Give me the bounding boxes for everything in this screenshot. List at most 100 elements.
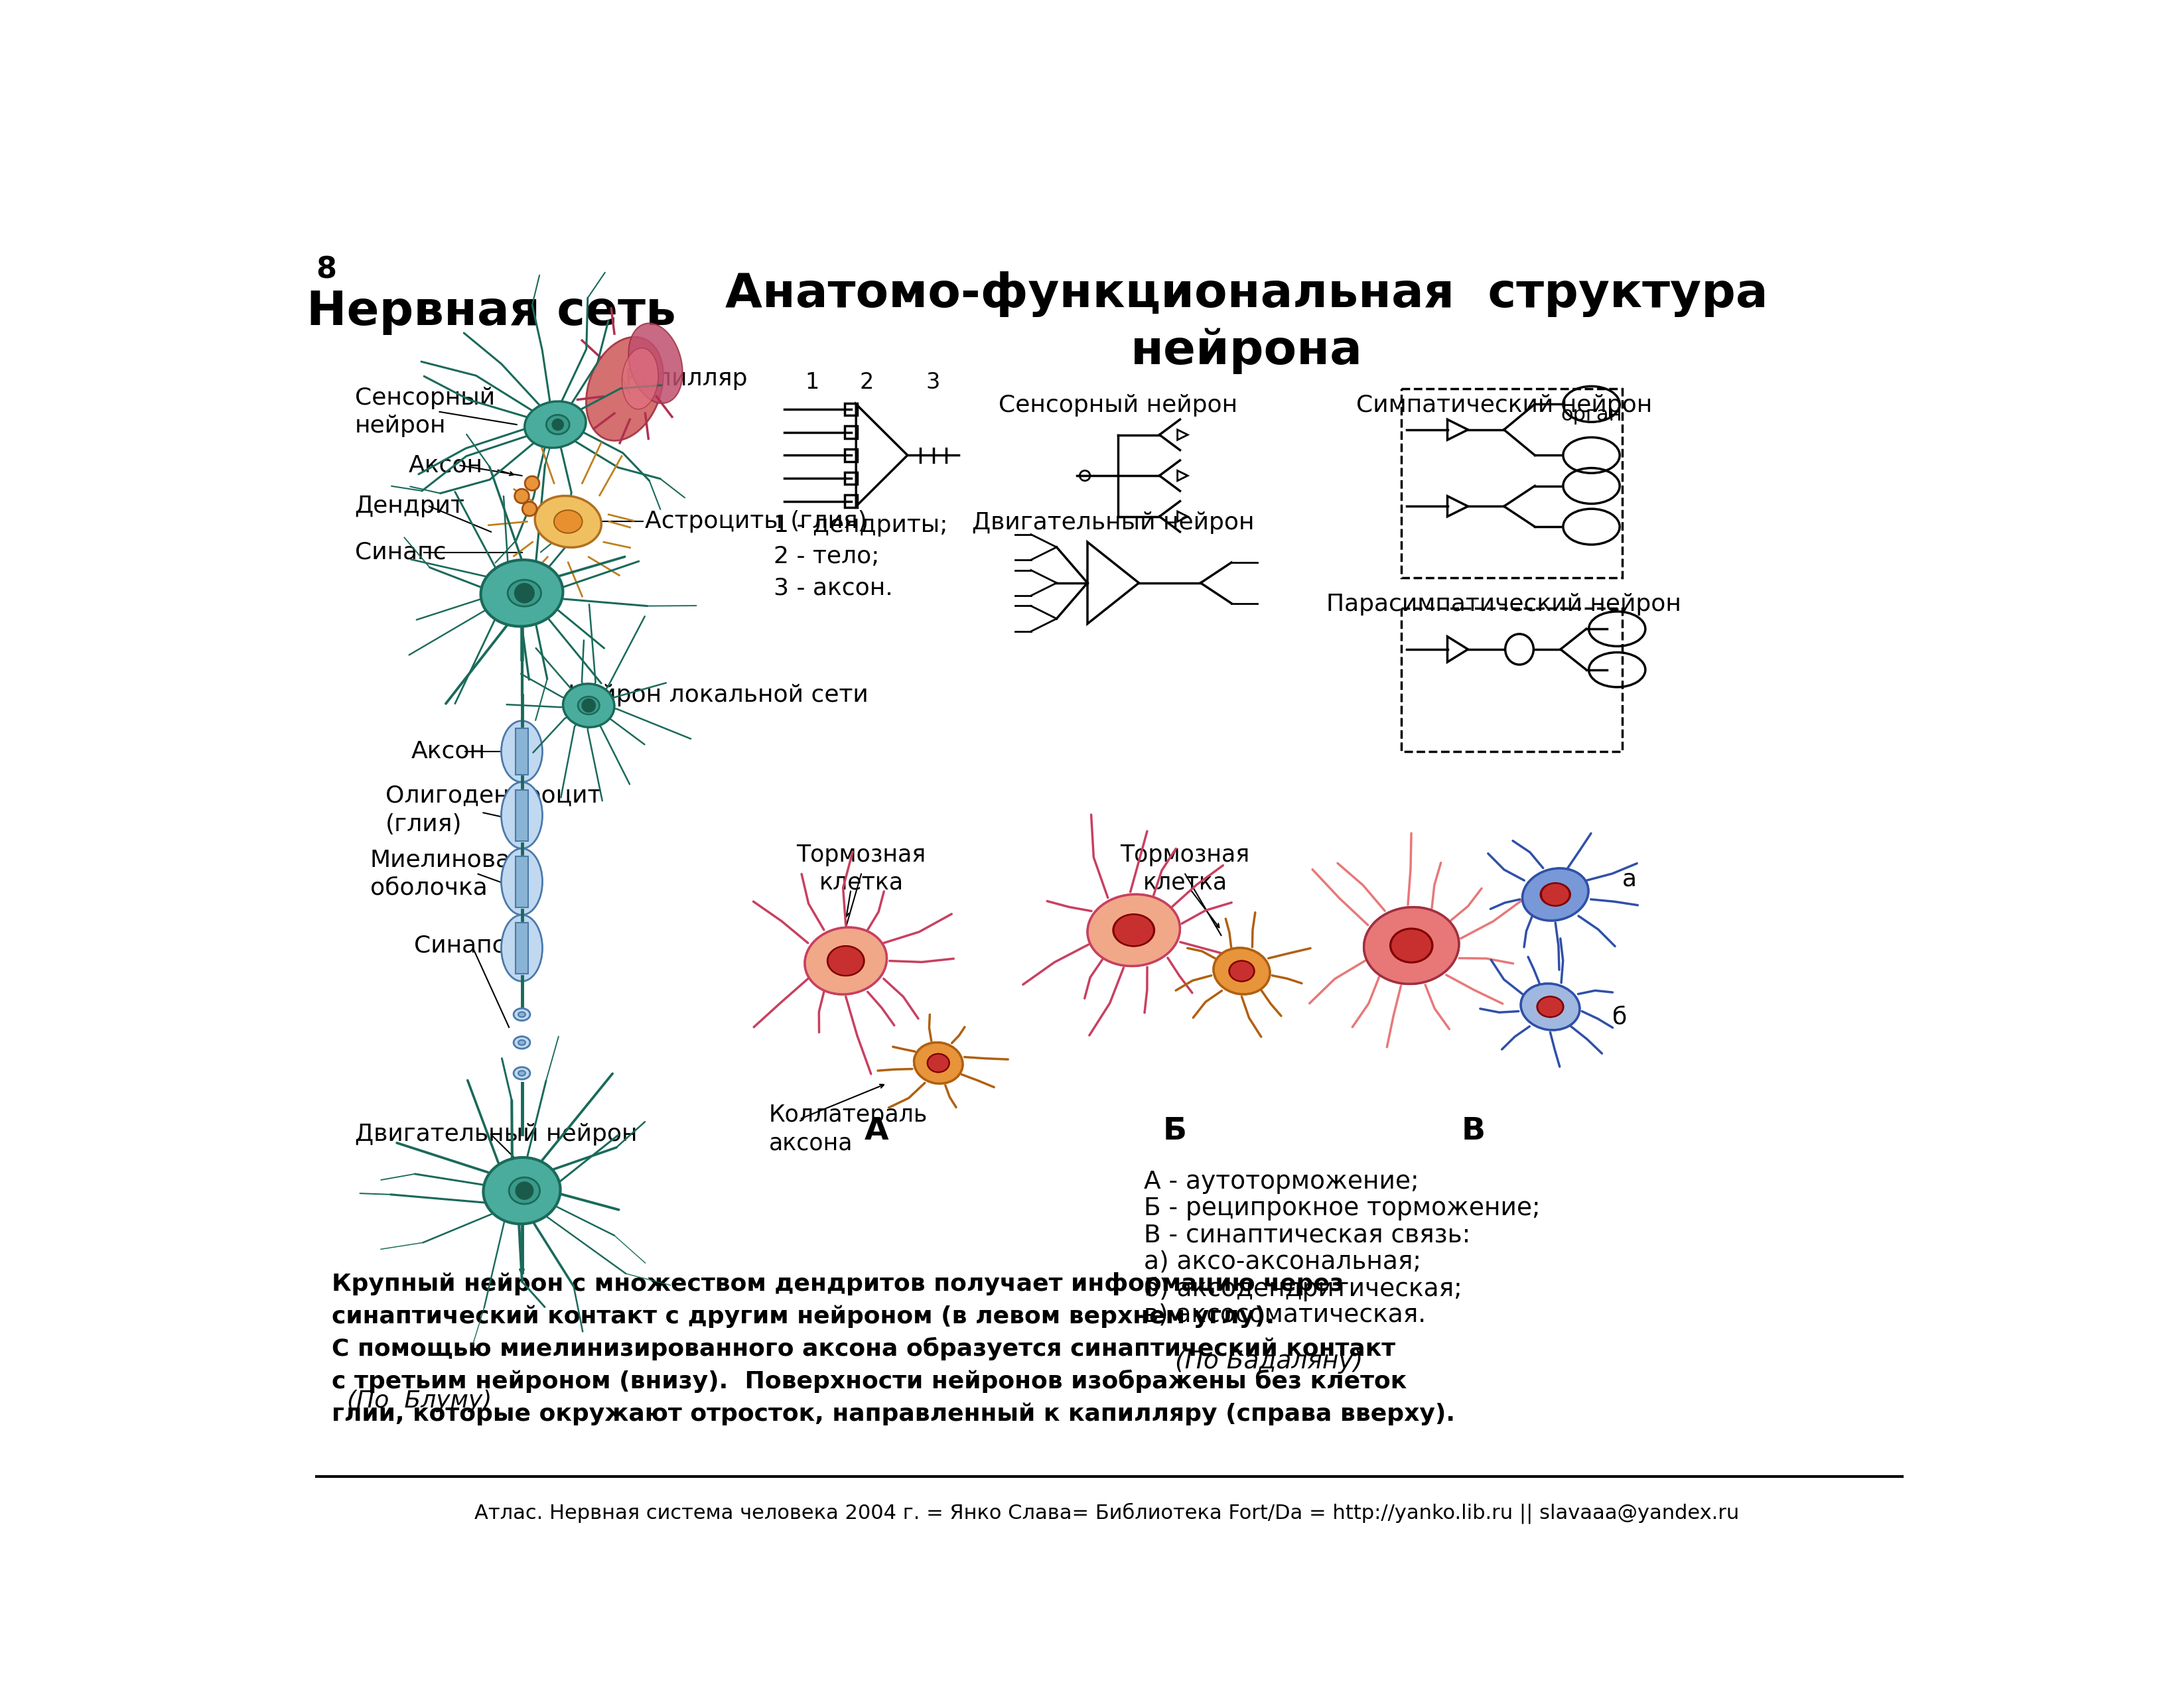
Text: Двигательный нейрон: Двигательный нейрон (354, 1124, 637, 1146)
Text: Сенсорный нейрон: Сенсорный нейрон (1000, 395, 1237, 417)
Circle shape (581, 699, 596, 712)
Ellipse shape (1114, 914, 1153, 946)
Ellipse shape (518, 1011, 525, 1016)
Text: Симпатический нейрон: Симпатический нейрон (1356, 395, 1652, 417)
Text: В: В (1462, 1117, 1485, 1146)
Text: Двигательный нейрон: Двигательный нейрон (972, 511, 1254, 535)
Text: Анатомо-функциональная  структура
нейрона: Анатомо-функциональная структура нейрона (725, 272, 1768, 374)
Text: Синапс: Синапс (354, 541, 447, 564)
Text: 2: 2 (859, 372, 874, 393)
Ellipse shape (928, 1054, 950, 1073)
Ellipse shape (913, 1042, 963, 1083)
Bar (844, 495, 857, 507)
Bar (844, 449, 857, 461)
Ellipse shape (628, 323, 682, 403)
Text: Аксон: Аксон (410, 740, 486, 763)
Ellipse shape (1522, 868, 1589, 921)
Ellipse shape (1522, 868, 1589, 921)
Text: Капилляр: Капилляр (624, 367, 747, 389)
Ellipse shape (535, 495, 602, 548)
Text: Тормозная
клетка: Тормозная клетка (1121, 844, 1250, 893)
Ellipse shape (518, 1071, 525, 1076)
Ellipse shape (622, 348, 658, 410)
Ellipse shape (514, 1068, 531, 1079)
Text: Синапс: Синапс (415, 934, 505, 956)
Text: Коллатераль
аксона: Коллатераль аксона (769, 1103, 928, 1155)
Text: 1 - дендриты;
2 - тело;
3 - аксон.: 1 - дендриты; 2 - тело; 3 - аксон. (773, 514, 948, 600)
Ellipse shape (555, 511, 583, 533)
Ellipse shape (501, 721, 542, 782)
Ellipse shape (928, 1054, 950, 1073)
Circle shape (516, 1182, 533, 1201)
Ellipse shape (514, 1008, 531, 1021)
Circle shape (525, 477, 540, 490)
Ellipse shape (481, 560, 563, 627)
Text: В - синаптическая связь:: В - синаптическая связь: (1144, 1223, 1470, 1247)
Ellipse shape (501, 915, 542, 982)
Text: (По  Блуму): (По Блуму) (348, 1390, 492, 1413)
Ellipse shape (525, 401, 585, 447)
Circle shape (514, 582, 535, 603)
Ellipse shape (484, 1158, 561, 1225)
Ellipse shape (585, 336, 663, 441)
Text: (По Бадаляну): (По Бадаляну) (1174, 1349, 1362, 1373)
Bar (1401, 608, 1621, 752)
Bar (844, 471, 857, 485)
Bar (516, 729, 529, 774)
Text: 8: 8 (315, 256, 337, 285)
Text: Нервная сеть: Нервная сеть (307, 289, 676, 335)
Text: Нейрон локальной сети: Нейрон локальной сети (568, 683, 868, 707)
Text: Олигодендроцит
(глия): Олигодендроцит (глия) (386, 786, 602, 835)
Ellipse shape (1520, 984, 1580, 1030)
Text: Дендрит: Дендрит (354, 495, 464, 518)
Text: б) аксодендритическая;: б) аксодендритическая; (1144, 1276, 1462, 1301)
Ellipse shape (827, 946, 864, 975)
Bar (516, 789, 529, 840)
Text: Атлас. Нервная система человека 2004 г. = Янко Слава= Библиотека Fort/Da = http:: Атлас. Нервная система человека 2004 г. … (475, 1503, 1738, 1524)
Text: 1: 1 (805, 372, 820, 393)
Ellipse shape (507, 579, 542, 606)
Ellipse shape (1228, 960, 1254, 982)
Ellipse shape (913, 1042, 963, 1083)
Text: Тормозная
клетка: Тормозная клетка (797, 844, 926, 893)
Ellipse shape (563, 683, 615, 728)
Ellipse shape (1537, 996, 1563, 1018)
Text: Сенсорный
нейрон: Сенсорный нейрон (354, 386, 494, 437)
Text: Астроциты (глия): Астроциты (глия) (646, 511, 868, 533)
Text: А - аутоторможение;: А - аутоторможение; (1144, 1170, 1418, 1194)
Ellipse shape (510, 1177, 540, 1204)
Ellipse shape (1539, 883, 1570, 905)
Ellipse shape (1364, 907, 1459, 984)
Ellipse shape (1390, 929, 1431, 962)
Bar (844, 403, 857, 415)
Ellipse shape (546, 415, 570, 434)
Text: в) аксосоматическая.: в) аксосоматическая. (1144, 1303, 1427, 1327)
Text: 3: 3 (926, 372, 941, 393)
Text: А: А (864, 1117, 890, 1146)
Ellipse shape (1213, 948, 1269, 994)
Circle shape (522, 502, 538, 516)
Ellipse shape (514, 1037, 531, 1049)
Bar (844, 425, 857, 439)
Ellipse shape (1542, 883, 1570, 905)
Bar (516, 856, 529, 907)
Ellipse shape (1112, 914, 1155, 946)
Ellipse shape (1213, 948, 1269, 994)
Ellipse shape (1364, 907, 1459, 984)
Text: Б: Б (1164, 1117, 1187, 1146)
Text: Аксон: Аксон (408, 454, 484, 477)
Text: б: б (1613, 1006, 1626, 1028)
Text: Крупный нейрон с множеством дендритов получает информацию через
синаптический ко: Крупный нейрон с множеством дендритов по… (332, 1272, 1455, 1424)
Circle shape (553, 418, 563, 430)
Bar (516, 922, 529, 974)
Ellipse shape (805, 927, 887, 994)
Ellipse shape (1520, 984, 1580, 1030)
Ellipse shape (501, 782, 542, 849)
Ellipse shape (827, 946, 864, 975)
Ellipse shape (501, 849, 542, 915)
Text: Б - реципрокное торможение;: Б - реципрокное торможение; (1144, 1197, 1542, 1221)
Ellipse shape (1088, 895, 1181, 967)
Text: Миелиновая
оболочка: Миелиновая оболочка (369, 849, 525, 900)
Ellipse shape (1390, 929, 1434, 963)
Text: орган: орган (1561, 405, 1621, 425)
